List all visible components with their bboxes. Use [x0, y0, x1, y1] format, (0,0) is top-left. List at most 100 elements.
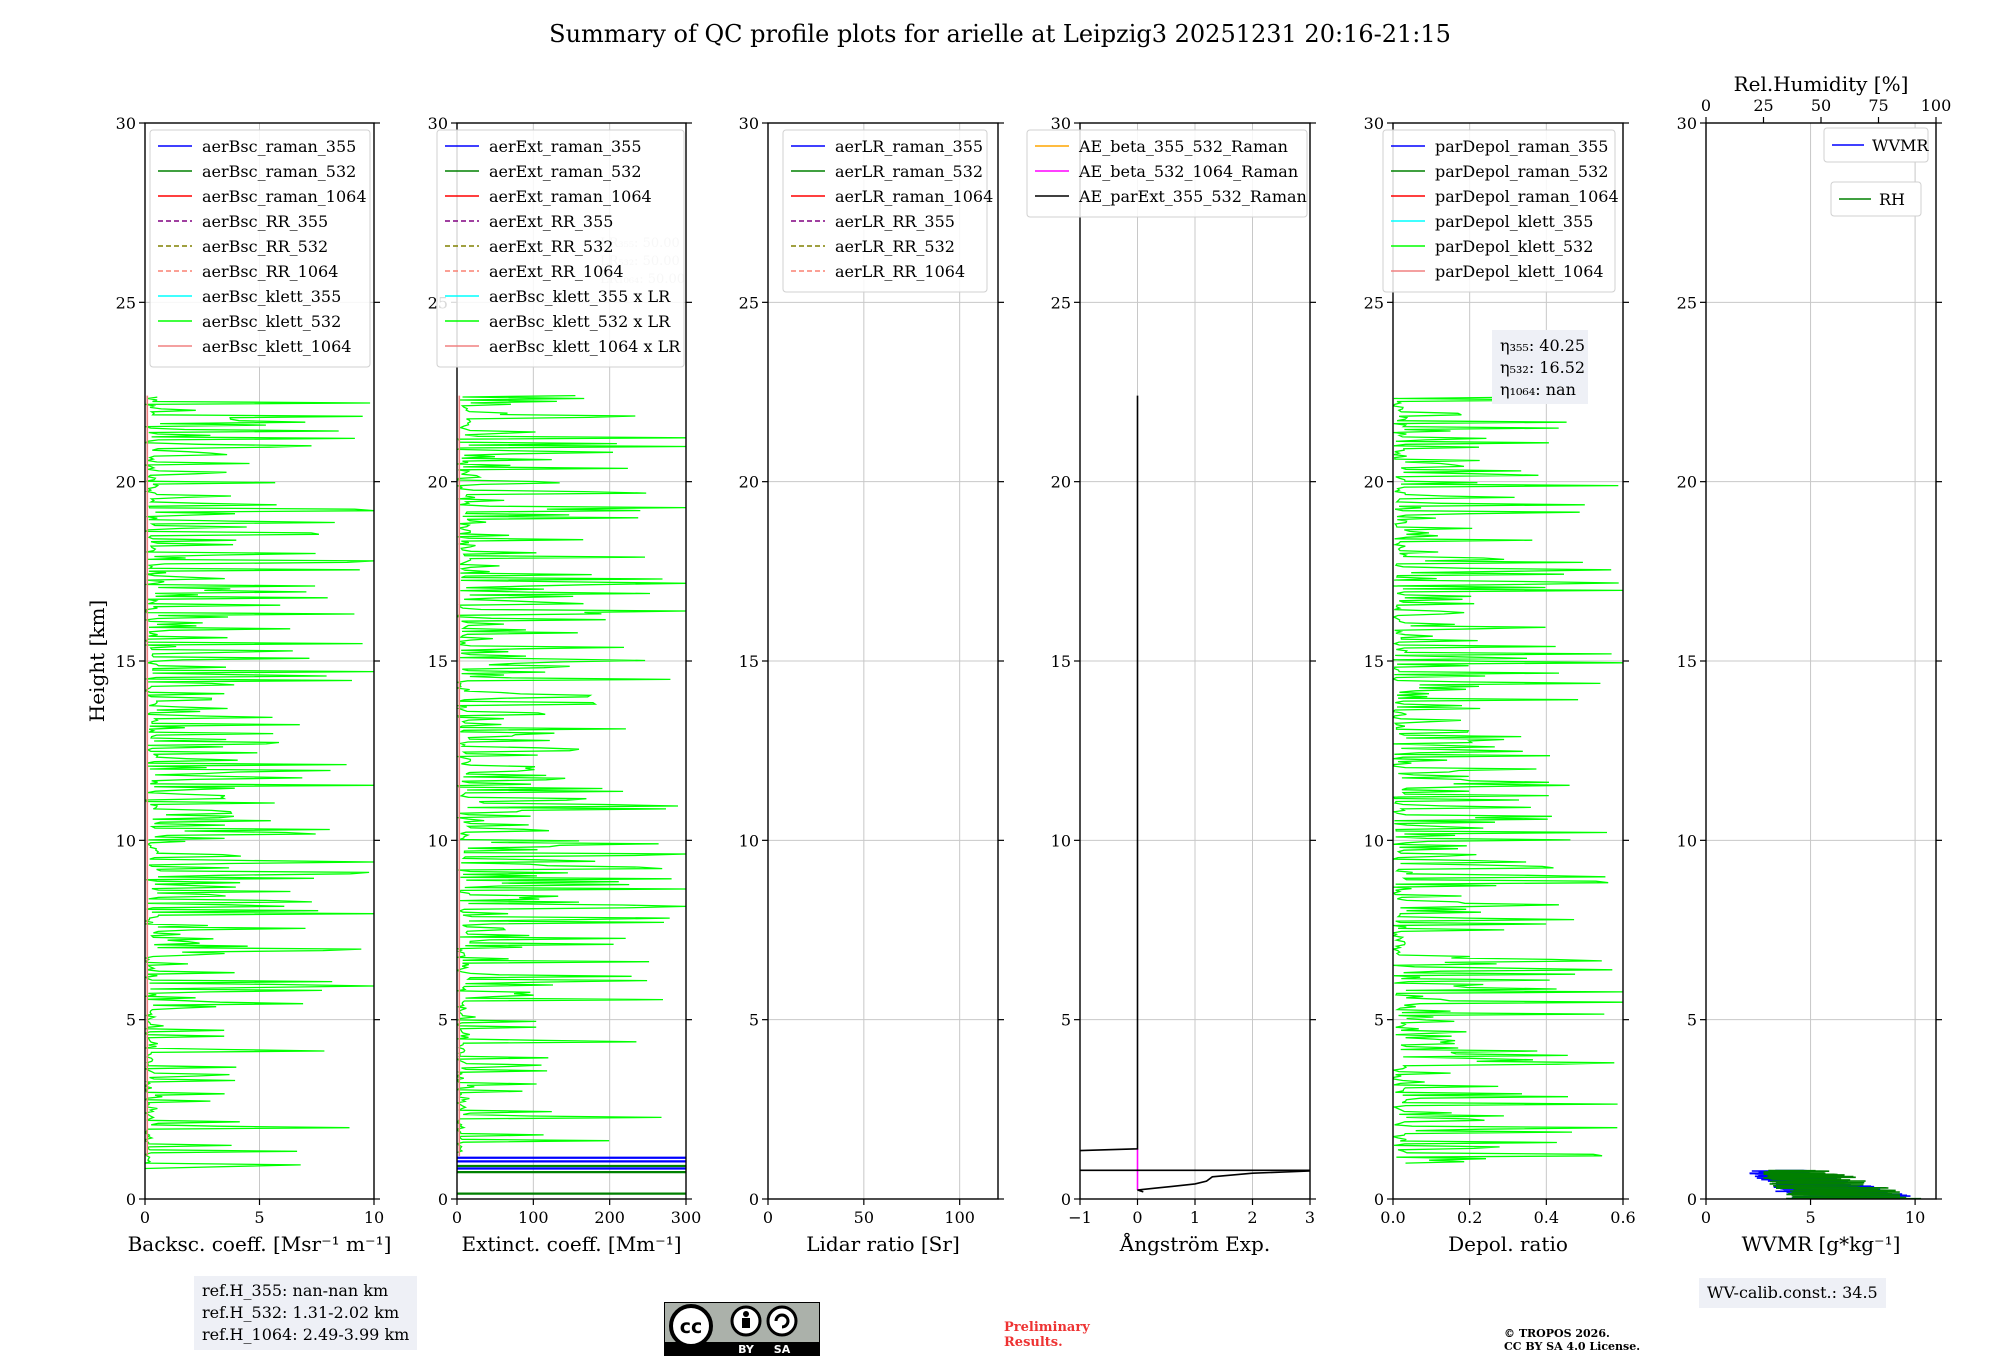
- x-axis-label: WVMR [g*kg⁻¹]: [1742, 1232, 1901, 1256]
- x-tick-label: 1: [1190, 1208, 1200, 1227]
- legend-label: AE_beta_532_1064_Raman: [1078, 162, 1298, 181]
- profile-parDepol_klett_532: [1393, 396, 1623, 1164]
- y-tick-label: 20: [739, 473, 759, 492]
- top-tick-label: 0: [1701, 96, 1711, 115]
- legend-box: [1382, 129, 1616, 293]
- legend-label: aerBsc_RR_355: [202, 212, 328, 231]
- profile-AE_parExt_355_532_Raman: [1137, 1170, 1310, 1193]
- x-tick-label: 0.4: [1534, 1208, 1559, 1227]
- y-tick-label: 30: [428, 114, 448, 133]
- svg-text:cc: cc: [680, 1316, 703, 1338]
- data-layer: [1080, 395, 1310, 1193]
- x-tick-label: 2: [1247, 1208, 1257, 1227]
- legend-box: [436, 129, 685, 368]
- legend-box: [782, 129, 988, 293]
- legend-label: parDepol_klett_532: [1435, 237, 1593, 256]
- y-tick-label: 5: [438, 1011, 448, 1030]
- y-tick-label: 0: [126, 1190, 136, 1209]
- y-tick-label: 15: [1677, 652, 1697, 671]
- eta-annotation: η₁₀₆₄: nan: [1500, 380, 1576, 399]
- grid: [1706, 123, 1936, 1199]
- y-tick-label: 30: [116, 114, 136, 133]
- cc-by-sa-badge: cc BY SA: [664, 1302, 820, 1356]
- y-tick-label: 30: [1677, 114, 1697, 133]
- y-tick-label: 15: [739, 652, 759, 671]
- legend-label: aerBsc_klett_532 x LR: [489, 312, 671, 331]
- legend-box: [149, 129, 371, 368]
- data-layer: [1749, 1169, 1922, 1199]
- ref-height-532: ref.H_532: 1.31-2.02 km: [202, 1303, 400, 1322]
- y-tick-label: 25: [116, 293, 136, 312]
- copyright-note: © TROPOS 2026. CC BY SA 4.0 License.: [1504, 1327, 1640, 1353]
- legend-label: aerLR_raman_355: [835, 137, 983, 156]
- y-tick-label: 10: [1051, 831, 1071, 850]
- legend-label: aerLR_raman_532: [835, 162, 983, 181]
- x-axis-label: Backsc. coeff. [Msr⁻¹ m⁻¹]: [128, 1232, 392, 1256]
- top-tick-label: 50: [1811, 96, 1831, 115]
- legend-label: aerExt_raman_1064: [489, 187, 652, 206]
- data-layer: [145, 395, 374, 1170]
- ref-height-1064: ref.H_1064: 2.49-3.99 km: [202, 1325, 410, 1344]
- legend-label: aerExt_RR_532: [489, 237, 613, 256]
- cc-by-label: BY: [738, 1343, 755, 1356]
- preliminary-line-1: Preliminary: [1004, 1320, 1090, 1335]
- legend-label: aerLR_raman_1064: [835, 187, 993, 206]
- y-tick-label: 20: [1677, 473, 1697, 492]
- y-tick-label: 25: [1364, 293, 1384, 312]
- legend-label: AE_beta_355_532_Raman: [1078, 137, 1288, 156]
- legend-box: [1823, 127, 1929, 163]
- panel-2: 0100200300051015202530Extinct. coeff. [M…: [428, 114, 702, 1256]
- y-tick-label: 10: [116, 831, 136, 850]
- y-tick-label: 30: [1051, 114, 1071, 133]
- legend-label: aerBsc_klett_355 x LR: [489, 287, 671, 306]
- y-tick-label: 20: [1051, 473, 1071, 492]
- x-axis-label: Ångström Exp.: [1119, 1231, 1270, 1256]
- x-tick-label: −1: [1068, 1208, 1092, 1227]
- x-tick-label: 0: [1701, 1208, 1711, 1227]
- legend-label: parDepol_klett_1064: [1435, 262, 1604, 281]
- eta-annotation: η₅₃₂: 16.52: [1500, 358, 1585, 377]
- legend-label: aerBsc_RR_1064: [202, 262, 338, 281]
- panel-1: 0 5 10 0 5 10 15 20 25 30 Backsc. coeff. [Msr⁻¹ m⁻…: [85, 114, 391, 1256]
- y-axis-label: Height [km]: [85, 600, 109, 722]
- profile-RH: [1763, 1169, 1922, 1199]
- y-tick-label: 20: [1364, 473, 1384, 492]
- reference-heights-box: ref.H_355: nan-nan km ref.H_532: 1.31-2.…: [194, 1276, 418, 1350]
- x-tick-label: 0: [1132, 1208, 1142, 1227]
- legend-label: aerBsc_klett_355: [202, 287, 341, 306]
- legend-label: WVMR: [1872, 136, 1929, 155]
- data-layer: [457, 394, 686, 1195]
- legend-label: parDepol_raman_532: [1435, 162, 1608, 181]
- x-tick-label: 0.2: [1457, 1208, 1482, 1227]
- y-tick-label: 10: [1364, 831, 1384, 850]
- ticks: 0 5 10 0 5 10 15 20 25 30: [116, 114, 385, 1227]
- x-tick-label: 0: [452, 1208, 462, 1227]
- preliminary-line-2: Results.: [1004, 1335, 1063, 1350]
- legend-label: aerExt_RR_1064: [489, 262, 624, 281]
- y-tick-label: 0: [1374, 1190, 1384, 1209]
- ticks: 0.0 0.2 0.4 0.6 0 5 10 15 20 25 30: [1364, 114, 1636, 1227]
- ref-height-355: ref.H_355: nan-nan km: [202, 1281, 389, 1300]
- x-tick-label: 50: [854, 1208, 874, 1227]
- top-tick-label: 25: [1753, 96, 1773, 115]
- y-tick-label: 15: [1051, 652, 1071, 671]
- y-tick-label: 25: [739, 293, 759, 312]
- x-tick-label: 0.0: [1380, 1208, 1405, 1227]
- legend-label: parDepol_raman_355: [1435, 137, 1608, 156]
- grid: [768, 123, 998, 1199]
- legend-label: aerExt_RR_355: [489, 212, 613, 231]
- y-tick-label: 0: [1687, 1190, 1697, 1209]
- profile-aerBsc_klett_532 x LR: [457, 394, 686, 1154]
- y-tick-label: 0: [749, 1190, 759, 1209]
- y-tick-label: 15: [428, 652, 448, 671]
- x-axis-label: Lidar ratio [Sr]: [806, 1232, 960, 1256]
- y-tick-label: 10: [1677, 831, 1697, 850]
- legend-label: aerBsc_RR_532: [202, 237, 328, 256]
- x-tick-label: 5: [1805, 1208, 1815, 1227]
- legend-box: [1830, 181, 1922, 217]
- eta-box: [1492, 330, 1588, 404]
